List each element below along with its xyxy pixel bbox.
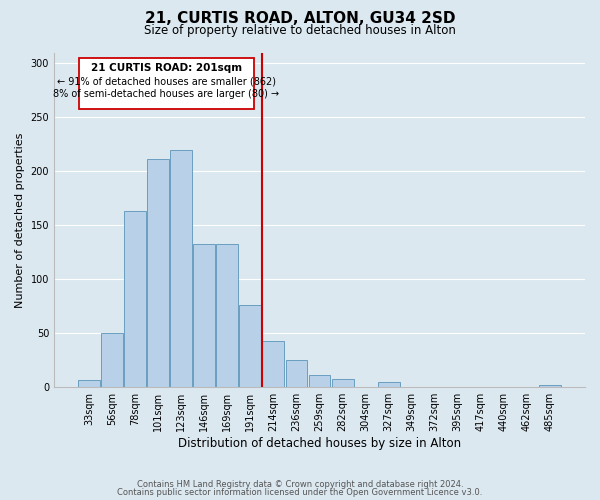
Text: 21, CURTIS ROAD, ALTON, GU34 2SD: 21, CURTIS ROAD, ALTON, GU34 2SD xyxy=(145,11,455,26)
Bar xyxy=(217,244,238,387)
Bar xyxy=(124,211,146,387)
X-axis label: Distribution of detached houses by size in Alton: Distribution of detached houses by size … xyxy=(178,437,461,450)
Text: Contains public sector information licensed under the Open Government Licence v3: Contains public sector information licen… xyxy=(118,488,482,497)
Y-axis label: Number of detached properties: Number of detached properties xyxy=(15,132,25,308)
Bar xyxy=(262,341,284,387)
Bar xyxy=(193,244,215,387)
Bar xyxy=(332,378,353,387)
Text: 8% of semi-detached houses are larger (80) →: 8% of semi-detached houses are larger (8… xyxy=(53,89,280,99)
Text: Size of property relative to detached houses in Alton: Size of property relative to detached ho… xyxy=(144,24,456,37)
Text: Contains HM Land Registry data © Crown copyright and database right 2024.: Contains HM Land Registry data © Crown c… xyxy=(137,480,463,489)
Bar xyxy=(147,160,169,387)
Bar xyxy=(286,360,307,387)
Text: 21 CURTIS ROAD: 201sqm: 21 CURTIS ROAD: 201sqm xyxy=(91,64,242,74)
Bar xyxy=(170,150,192,387)
Bar xyxy=(377,382,400,387)
Bar xyxy=(79,58,254,108)
Bar xyxy=(101,333,123,387)
Bar xyxy=(239,305,262,387)
Bar xyxy=(539,385,561,387)
Text: ← 91% of detached houses are smaller (862): ← 91% of detached houses are smaller (86… xyxy=(57,76,276,86)
Bar xyxy=(78,380,100,387)
Bar xyxy=(308,376,331,387)
